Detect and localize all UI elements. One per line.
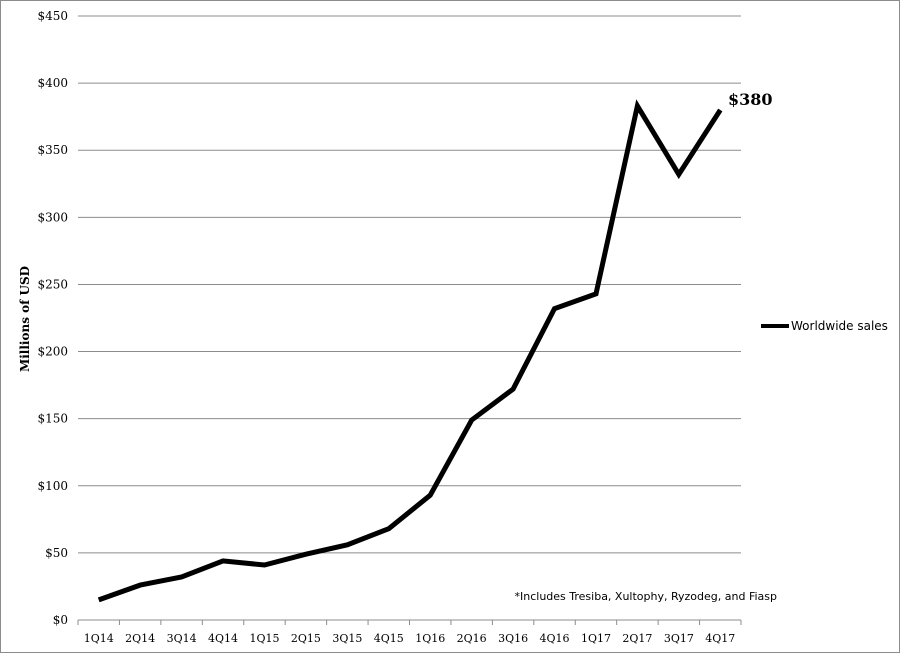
x-tick-label: 3Q14 — [167, 632, 197, 645]
y-tick-label: $50 — [45, 546, 68, 560]
y-axis-label: Millions of USD — [18, 266, 32, 372]
y-tick-label: $450 — [37, 9, 68, 23]
y-tick-label: $200 — [37, 345, 68, 359]
series-lines — [97, 99, 723, 603]
x-tick-label: 4Q17 — [705, 632, 735, 645]
y-tick-label: $0 — [53, 613, 68, 627]
x-tick-label: 2Q16 — [457, 632, 487, 645]
y-tick-label: $250 — [37, 277, 68, 291]
x-axis-tick-labels: 1Q14 2Q14 3Q14 4Q14 1Q15 2Q15 3Q15 4Q15 1Q16 2Q16… — [77, 620, 742, 645]
x-tick-label: 1Q14 — [84, 632, 114, 645]
x-tick-label: 1Q16 — [415, 632, 445, 645]
legend-entry: Worldwide sales — [791, 319, 888, 333]
x-tick-label: 2Q17 — [622, 632, 652, 645]
y-tick-label: $300 — [37, 210, 68, 224]
gridlines — [78, 15, 741, 554]
y-tick-label: $350 — [37, 143, 68, 157]
y-tick-label: $100 — [37, 479, 68, 493]
x-tick-label: 3Q16 — [498, 632, 528, 645]
x-tick-label: 2Q15 — [291, 632, 321, 645]
x-tick-label: 4Q16 — [540, 632, 570, 645]
x-tick-label: 2Q14 — [125, 632, 155, 645]
series-line — [97, 99, 723, 603]
legend: Worldwide sales — [761, 319, 888, 333]
x-tick-label: 3Q15 — [332, 632, 362, 645]
x-tick-label: 1Q15 — [249, 632, 279, 645]
x-tick-label: 3Q17 — [664, 632, 694, 645]
x-tick-label: 1Q17 — [581, 632, 611, 645]
end-value-label: $380 — [728, 90, 773, 109]
x-tick-label: 4Q14 — [208, 632, 238, 645]
y-axis-tick-labels: $0 $50 $100 $150 $200 $250 $300 $350 $400 $450 — [37, 9, 68, 627]
y-tick-label: $150 — [37, 412, 68, 426]
footnote: *Includes Tresiba, Xultophy, Ryzodeg, an… — [515, 590, 778, 603]
x-tick-label: 4Q15 — [374, 632, 404, 645]
y-tick-label: $400 — [37, 76, 68, 90]
